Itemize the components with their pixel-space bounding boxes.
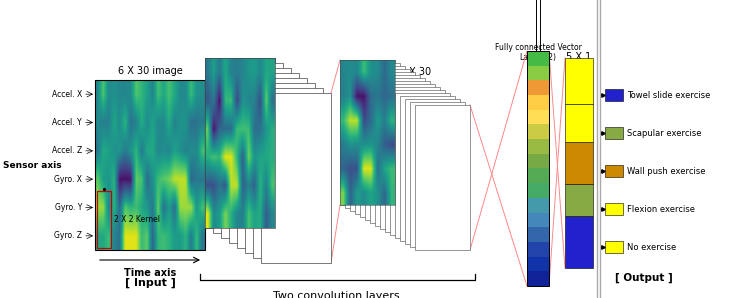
Bar bbox=[245, 83, 315, 253]
Bar bbox=[95, 80, 205, 250]
Text: 2 X 2 Kernel: 2 X 2 Kernel bbox=[114, 215, 160, 224]
Bar bbox=[229, 73, 299, 243]
Text: Towel slide exercise: Towel slide exercise bbox=[627, 91, 710, 100]
Text: Flexion exercise: Flexion exercise bbox=[627, 204, 695, 213]
Bar bbox=[385, 87, 440, 232]
Text: Accel. Y: Accel. Y bbox=[52, 118, 82, 127]
Bar bbox=[380, 84, 435, 229]
Bar bbox=[370, 78, 425, 223]
Bar bbox=[375, 81, 430, 226]
Bar bbox=[565, 142, 593, 184]
Bar bbox=[605, 203, 623, 215]
Bar bbox=[395, 93, 450, 238]
Bar bbox=[365, 75, 420, 220]
Bar bbox=[565, 215, 593, 268]
Bar bbox=[400, 96, 455, 241]
Text: Scapular exercise: Scapular exercise bbox=[627, 128, 701, 137]
Bar bbox=[345, 63, 400, 208]
Text: 8@6 X 30
images: 8@6 X 30 images bbox=[217, 66, 263, 88]
Bar bbox=[253, 88, 323, 258]
Text: 6 X 30 image: 6 X 30 image bbox=[117, 66, 182, 76]
Bar bbox=[261, 93, 331, 263]
Bar bbox=[415, 105, 470, 250]
Text: Gyro. Y: Gyro. Y bbox=[55, 203, 82, 212]
Text: Time axis: Time axis bbox=[124, 268, 176, 278]
Bar bbox=[360, 72, 415, 217]
Bar bbox=[605, 127, 623, 139]
Bar bbox=[410, 102, 465, 247]
Bar bbox=[221, 68, 291, 238]
Bar bbox=[340, 60, 395, 205]
Text: Accel. X: Accel. X bbox=[52, 90, 82, 99]
Bar bbox=[527, 51, 549, 286]
Text: Wall push exercise: Wall push exercise bbox=[627, 167, 706, 176]
Bar bbox=[205, 58, 275, 228]
Bar bbox=[565, 58, 593, 104]
Bar bbox=[390, 90, 445, 235]
Bar bbox=[565, 104, 593, 142]
Text: 5 X 1: 5 X 1 bbox=[566, 52, 592, 62]
Text: Gyro. Z: Gyro. Z bbox=[54, 231, 82, 240]
Bar bbox=[205, 58, 275, 228]
Text: No exercise: No exercise bbox=[627, 243, 677, 252]
Text: 16@6 X 30
images: 16@6 X 30 images bbox=[378, 66, 432, 88]
Text: Two convolution layers: Two convolution layers bbox=[273, 291, 399, 298]
Text: Sensor axis: Sensor axis bbox=[3, 161, 62, 170]
Bar bbox=[565, 184, 593, 215]
Bar bbox=[355, 69, 410, 214]
Bar bbox=[237, 78, 307, 248]
Bar bbox=[605, 89, 623, 101]
Bar bbox=[213, 63, 283, 233]
Text: [ Input ]: [ Input ] bbox=[125, 278, 176, 288]
Bar bbox=[605, 165, 623, 177]
Text: Accel. Z: Accel. Z bbox=[52, 146, 82, 155]
Text: Gyro. X: Gyro. X bbox=[54, 175, 82, 184]
Bar bbox=[97, 191, 112, 248]
Bar bbox=[350, 66, 405, 211]
Bar bbox=[405, 99, 460, 244]
Bar bbox=[340, 60, 395, 205]
Text: [ Output ]: [ Output ] bbox=[615, 273, 673, 283]
Bar bbox=[605, 241, 623, 253]
Text: Fully connected Vector
Layer(32): Fully connected Vector Layer(32) bbox=[494, 43, 582, 62]
